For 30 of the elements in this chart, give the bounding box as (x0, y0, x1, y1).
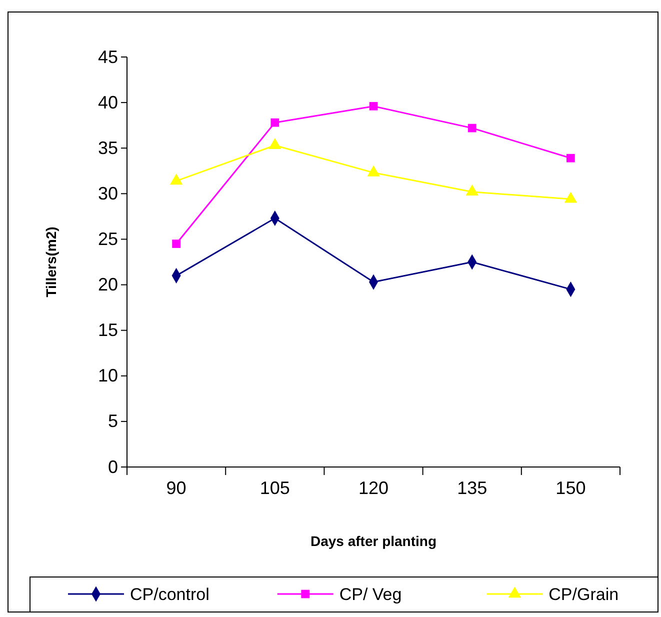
legend-label: CP/Grain (548, 585, 619, 604)
point (367, 165, 380, 176)
legend-label: CP/control (130, 585, 210, 604)
point (468, 124, 476, 132)
point (170, 174, 183, 185)
y-tick-label: 20 (98, 274, 118, 295)
point (268, 138, 282, 150)
x-tick-label: 135 (457, 478, 488, 498)
legend-label: CP/ Veg (339, 585, 402, 604)
y-tick-label: 15 (98, 320, 118, 340)
y-tick-label: 35 (98, 138, 118, 158)
y-tick-label: 45 (98, 46, 118, 67)
y-tick-label: 25 (98, 228, 118, 249)
point (369, 102, 378, 110)
x-axis-title: Days after planting (310, 533, 437, 549)
y-axis-title: Tillers(m2) (43, 226, 59, 298)
point (564, 192, 578, 203)
y-tick-label: 0 (108, 456, 118, 477)
point (172, 240, 180, 248)
y-tick-label: 30 (98, 183, 118, 204)
point (466, 184, 478, 196)
point (566, 154, 575, 162)
y-tick-label: 40 (98, 92, 118, 112)
x-tick-label: 120 (358, 478, 389, 498)
y-tick-label: 5 (108, 411, 118, 432)
point (270, 118, 280, 127)
x-tick-label: 90 (166, 478, 186, 498)
x-tick-label: 150 (556, 478, 586, 498)
y-tick-label: 10 (98, 366, 118, 386)
x-tick-label: 105 (260, 478, 290, 498)
